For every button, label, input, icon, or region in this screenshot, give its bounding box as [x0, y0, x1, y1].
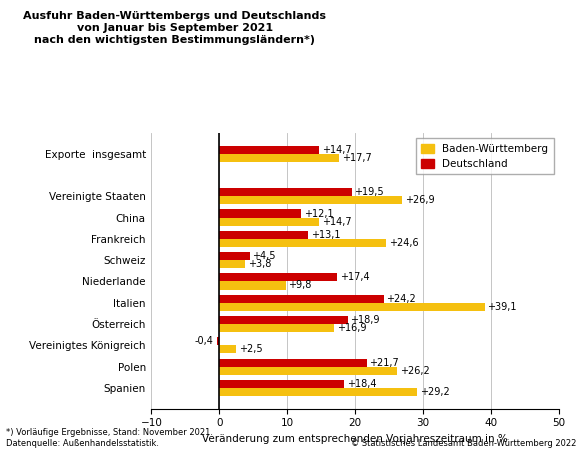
Text: +19,5: +19,5	[354, 187, 384, 197]
Text: +2,5: +2,5	[239, 344, 262, 354]
Bar	[219, 252, 250, 260]
Text: +39,1: +39,1	[487, 302, 517, 312]
Text: +18,9: +18,9	[350, 315, 380, 325]
Bar	[219, 239, 386, 247]
Text: +18,4: +18,4	[347, 379, 377, 389]
Bar	[219, 380, 344, 388]
Bar	[219, 316, 347, 324]
Bar	[219, 188, 352, 196]
Text: +21,7: +21,7	[369, 358, 399, 368]
Text: +4,5: +4,5	[253, 251, 276, 261]
X-axis label: Veränderung zum entsprechenden Vorjahreszeitraum in %: Veränderung zum entsprechenden Vorjahres…	[202, 434, 508, 444]
Text: +14,7: +14,7	[322, 145, 352, 155]
Bar	[219, 345, 236, 353]
Text: +24,6: +24,6	[389, 238, 418, 248]
Text: +9,8: +9,8	[289, 280, 312, 291]
Text: -0,4: -0,4	[195, 336, 214, 346]
Bar	[219, 388, 417, 396]
Text: +13,1: +13,1	[311, 230, 340, 240]
Bar	[219, 303, 485, 311]
Bar	[219, 358, 367, 367]
Text: +3,8: +3,8	[248, 259, 271, 269]
Bar	[219, 146, 319, 154]
Text: +26,2: +26,2	[400, 366, 430, 375]
Legend: Baden-Württemberg, Deutschland: Baden-Württemberg, Deutschland	[416, 138, 553, 174]
Bar	[217, 337, 219, 345]
Bar	[219, 281, 286, 290]
Text: +14,7: +14,7	[322, 217, 352, 227]
Text: +12,1: +12,1	[304, 208, 333, 218]
Text: Ausfuhr Baden-Württembergs und Deutschlands
von Januar bis September 2021
nach d: Ausfuhr Baden-Württembergs und Deutschla…	[23, 11, 326, 45]
Text: +17,4: +17,4	[340, 272, 370, 282]
Text: +16,9: +16,9	[336, 323, 366, 333]
Bar	[219, 367, 397, 375]
Bar	[219, 260, 245, 268]
Bar	[219, 295, 384, 303]
Text: +24,2: +24,2	[386, 294, 416, 304]
Bar	[219, 196, 402, 204]
Bar	[219, 209, 301, 218]
Text: © Statistisches Landesamt Baden-Württemberg 2022: © Statistisches Landesamt Baden-Württemb…	[351, 438, 576, 448]
Text: +17,7: +17,7	[342, 153, 372, 163]
Bar	[219, 324, 334, 332]
Bar	[219, 274, 338, 281]
Bar	[219, 218, 319, 226]
Bar	[219, 154, 339, 162]
Text: +29,2: +29,2	[420, 387, 450, 397]
Text: *) Vorläufige Ergebnisse, Stand: November 2021.
Datenquelle: Außenhandelsstatist: *) Vorläufige Ergebnisse, Stand: Novembe…	[6, 428, 213, 448]
Bar	[219, 231, 308, 239]
Text: +26,9: +26,9	[404, 196, 434, 205]
